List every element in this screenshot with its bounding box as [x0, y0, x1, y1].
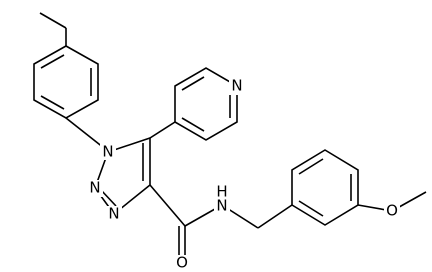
bond	[298, 200, 324, 217]
ring	[174, 67, 238, 141]
bond	[181, 117, 205, 132]
atom-label: N	[108, 205, 119, 223]
bond	[39, 12, 67, 29]
bond	[40, 54, 65, 69]
atom-label: N	[89, 179, 100, 197]
bond	[298, 158, 324, 175]
atom-label: O	[386, 202, 398, 220]
atom-label: N	[102, 143, 113, 161]
ring	[291, 149, 359, 226]
bond	[149, 184, 186, 227]
bond	[257, 204, 293, 229]
bond	[181, 76, 205, 91]
atom-label: N	[216, 197, 227, 215]
atom-label: H	[216, 183, 227, 201]
ring	[33, 45, 99, 119]
bond	[40, 95, 65, 110]
bond	[65, 117, 105, 149]
bond	[149, 121, 176, 139]
bond	[100, 189, 117, 207]
atom-label: N	[231, 77, 242, 95]
atom-label: O	[176, 254, 188, 272]
